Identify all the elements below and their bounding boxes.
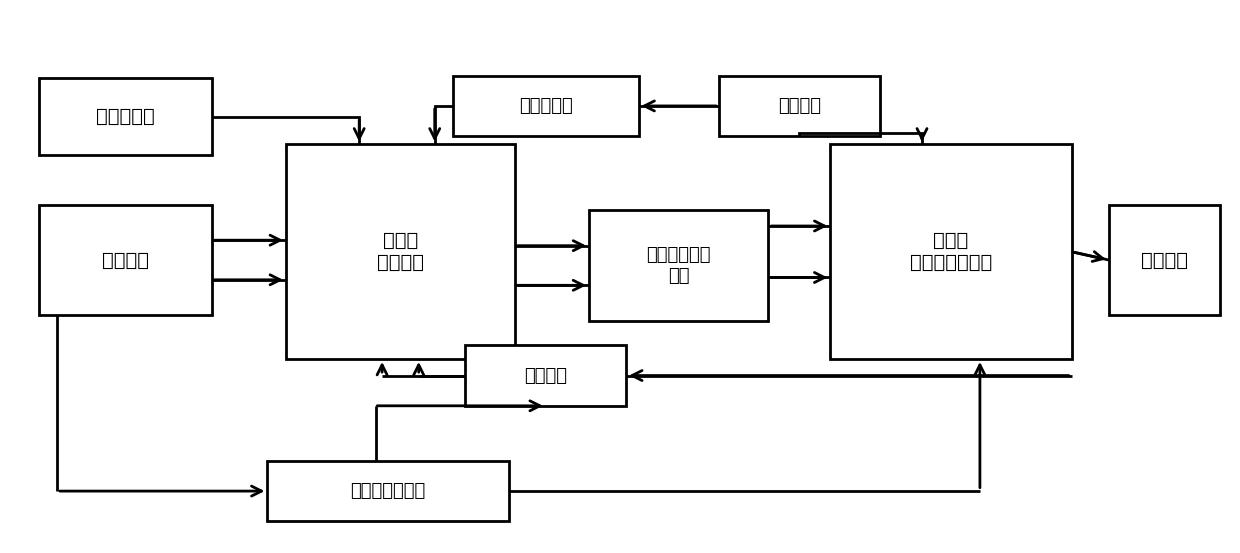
Text: 直方图
均衡化处理处理: 直方图 均衡化处理处理	[910, 231, 992, 272]
Bar	[1109, 205, 1220, 315]
Text: 存储器选择模块: 存储器选择模块	[351, 482, 425, 500]
Text: 图像输出: 图像输出	[1141, 251, 1188, 269]
Bar	[38, 205, 212, 315]
Bar	[453, 76, 639, 136]
Text: 映射函数累加
模块: 映射函数累加 模块	[646, 246, 711, 285]
Bar	[589, 211, 769, 321]
Bar	[831, 144, 1071, 359]
Text: 地址查找: 地址查找	[777, 97, 821, 115]
Text: 地址写零: 地址写零	[525, 367, 567, 384]
Text: 直方图
统计模块: 直方图 统计模块	[377, 231, 424, 272]
Bar	[465, 345, 626, 406]
Text: 平台值输入: 平台值输入	[95, 107, 155, 127]
Bar	[719, 76, 880, 136]
Bar	[286, 144, 515, 359]
Text: 图像输入: 图像输入	[102, 251, 149, 269]
Bar	[268, 461, 508, 521]
Text: 统计值累加: 统计值累加	[518, 97, 573, 115]
Bar	[38, 79, 212, 155]
